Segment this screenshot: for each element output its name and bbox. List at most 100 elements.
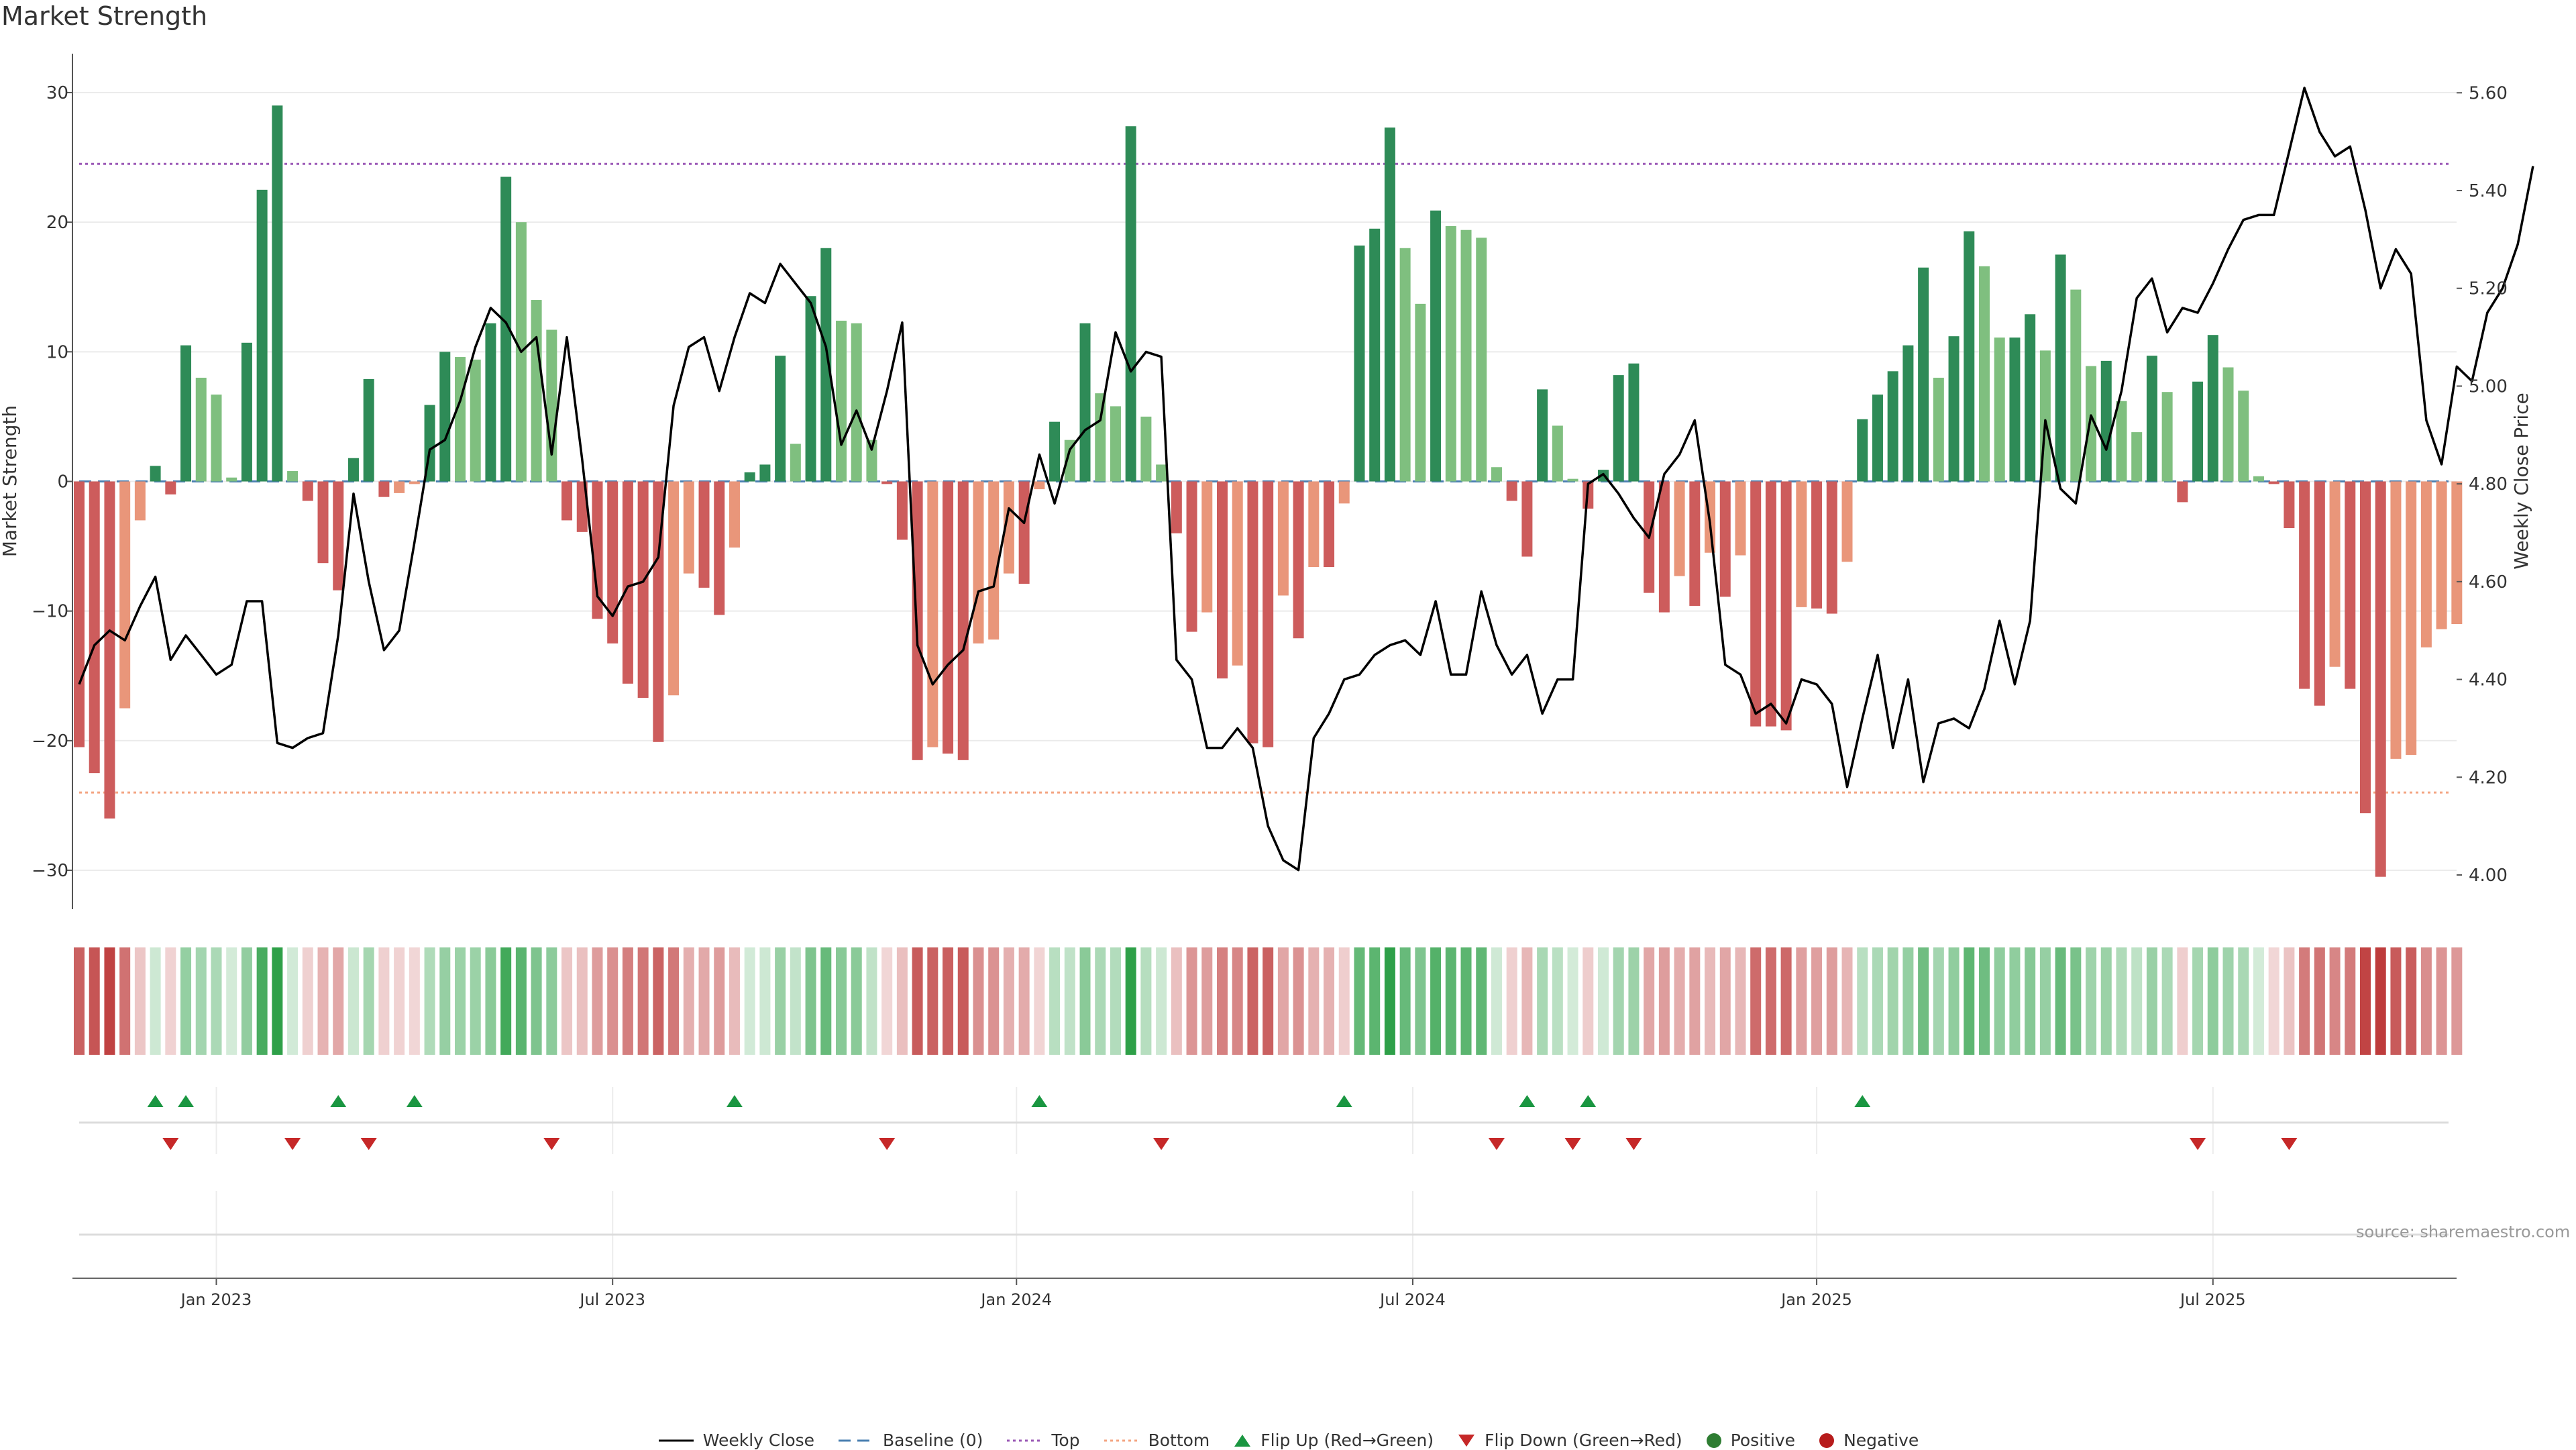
strength-bar [1491,467,1502,482]
strength-bar [1780,481,1792,731]
strength-bar [1415,303,1426,482]
heat-cell [912,947,923,1055]
legend-negative[interactable]: Negative [1818,1431,1919,1450]
strength-bar [2390,481,2402,759]
legend-positive[interactable]: Positive [1705,1431,1795,1450]
strength-bar [2222,367,2234,482]
strength-bar [2420,481,2432,648]
strength-bar [347,458,359,482]
heat-cell [957,947,969,1055]
heat-cell [988,947,1000,1055]
y-tick-label-left: 30 [46,83,68,103]
heat-cell [394,947,405,1055]
strength-bar [1338,481,1350,504]
strength-bar [2009,338,2021,482]
heat-cell [2192,947,2204,1055]
heat-cell [2268,947,2279,1055]
strength-bar [1994,338,2005,482]
heat-cell [439,947,451,1055]
heat-cell [1125,947,1136,1055]
strength-bar [1918,267,1929,482]
strength-bar [1293,481,1304,639]
y-tick-label-right: 4.00 [2469,866,2508,886]
heat-cell [241,947,252,1055]
heat-cell [1857,947,1868,1055]
strength-bar [866,439,877,482]
flip-down-marker [284,1138,301,1150]
legend-baseline[interactable]: Baseline (0) [837,1431,983,1450]
strength-bar [927,481,938,747]
heat-cell [2070,947,2082,1055]
strength-bar [1354,245,1365,482]
legend-flip-down[interactable]: Flip Down (Green→Red) [1456,1431,1682,1450]
y-tick-label-left: 10 [46,342,68,362]
legend: Weekly Close Baseline (0) Top Bottom Fli… [0,1431,2576,1450]
strength-bar [531,300,542,482]
heat-cell [2253,947,2264,1055]
strength-bar [576,481,588,532]
heat-cell [1902,947,1914,1055]
heat-cell [1018,947,1030,1055]
legend-top[interactable]: Top [1006,1431,1080,1450]
strength-bar [653,481,664,742]
heat-cell [2039,947,2051,1055]
heat-cell [1567,947,1578,1055]
heat-cell [2375,947,2386,1055]
strength-bar [2100,360,2112,482]
heat-cell [74,947,85,1055]
heat-cell [1948,947,1960,1055]
x-tick-label: Jan 2025 [1780,1290,1852,1309]
strength-bar [1765,481,1776,727]
strength-bar [1369,228,1381,482]
legend-flip-up[interactable]: Flip Up (Red→Green) [1232,1431,1434,1450]
heat-cell [1719,947,1731,1055]
heat-cell [500,947,512,1055]
heat-cell [1735,947,1746,1055]
heat-cell [851,947,862,1055]
strength-bar [1171,481,1182,533]
heat-cell [729,947,740,1055]
flip-down-marker [1488,1138,1505,1150]
strength-bar [957,481,969,760]
heat-cell [973,947,984,1055]
strength-bar [1201,481,1213,613]
y-tick-label-left: 20 [46,213,68,233]
heat-cell [1628,947,1640,1055]
strength-bar [1979,266,1990,482]
heat-cell [1140,947,1152,1055]
circle-icon [1706,1433,1721,1448]
strength-bar [2070,289,2082,482]
legend-bottom[interactable]: Bottom [1103,1431,1210,1450]
legend-dotted-swatch [1104,1439,1139,1441]
heat-cell [1049,947,1061,1055]
heat-cell [759,947,771,1055]
strength-bar [119,481,131,709]
strength-bar [2025,314,2036,482]
strength-bar [1308,481,1320,567]
heat-cell [1430,947,1442,1055]
strength-bar [622,481,633,684]
legend-label: Flip Down (Green→Red) [1485,1431,1682,1450]
heat-cell [1064,947,1075,1055]
heat-cell [1415,947,1426,1055]
y-tick-label-right: 5.60 [2469,83,2508,103]
strength-bar [1613,375,1624,482]
legend-weekly-close[interactable]: Weekly Close [657,1431,814,1450]
y-tick-label-left: −20 [32,731,68,752]
legend-label: Baseline (0) [883,1431,983,1450]
heat-cell [592,947,603,1055]
strength-bar [1841,481,1853,562]
heat-cell [622,947,633,1055]
strength-bar [2329,481,2341,667]
heat-cell [2055,947,2066,1055]
legend-label: Weekly Close [702,1431,815,1450]
heat-cell [1918,947,1929,1055]
strength-bar [1689,481,1701,606]
strength-bar [2345,481,2356,689]
heat-cell [2086,947,2097,1055]
strength-bar [881,481,893,484]
heat-cell [790,947,801,1055]
heat-cell [1003,947,1014,1055]
heat-cell [1354,947,1365,1055]
